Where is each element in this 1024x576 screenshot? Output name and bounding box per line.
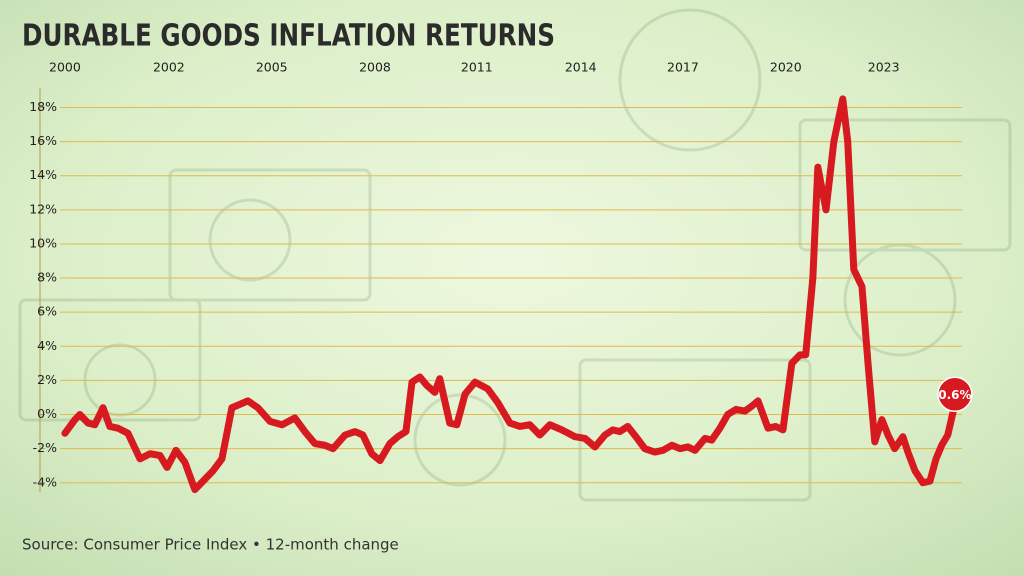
x-tick-label: 2014 [565,60,597,75]
y-tick-label: 0% [37,406,57,421]
x-tick-label: 2000 [49,60,81,75]
y-tick-label: 8% [37,270,57,285]
y-tick-label: 6% [37,304,57,319]
y-tick-label: 4% [37,338,57,353]
y-tick-label: 16% [29,133,57,148]
source-note: Source: Consumer Price Index • 12-month … [22,536,399,554]
x-tick-label: 2008 [359,60,391,75]
x-tick-label: 2023 [868,60,900,75]
y-tick-label: 12% [29,201,57,216]
y-tick-label: -4% [33,474,57,489]
x-tick-label: 2002 [153,60,185,75]
value-label: 0.6% [938,388,971,402]
chart-title: DURABLE GOODS INFLATION RETURNS [22,19,555,54]
x-tick-label: 2017 [667,60,699,75]
x-tick-label: 2005 [256,60,288,75]
y-tick-label: 18% [29,99,57,114]
x-tick-label: 2011 [461,60,493,75]
y-tick-label: 14% [29,167,57,182]
y-tick-label: -2% [33,440,57,455]
data-line [61,95,959,494]
end-point-badge [937,376,973,413]
y-tick-label: 10% [29,235,57,250]
y-tick-label: 2% [37,372,57,387]
x-tick-label: 2020 [770,60,802,75]
